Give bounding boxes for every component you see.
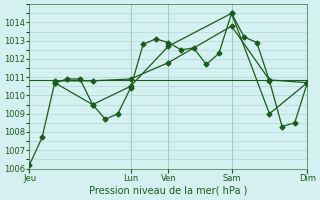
X-axis label: Pression niveau de la mer( hPa ): Pression niveau de la mer( hPa ) — [89, 186, 248, 196]
